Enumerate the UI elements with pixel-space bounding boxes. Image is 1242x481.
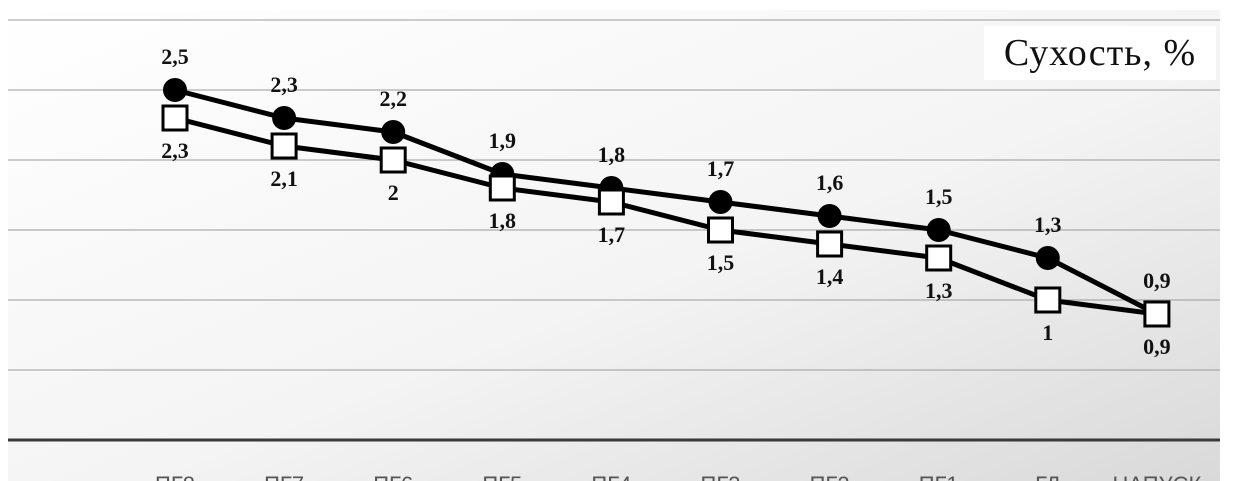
data-label: 1,7 — [598, 222, 626, 247]
x-tick-label: ПГ5 — [482, 472, 522, 481]
data-point-square — [925, 244, 953, 272]
data-label: 1,4 — [816, 264, 844, 289]
data-point-circle — [163, 78, 187, 102]
data-label: 1 — [1042, 320, 1053, 345]
x-tick-label: ПГ2 — [810, 472, 850, 481]
data-point-square — [379, 146, 407, 174]
data-point-circle — [381, 120, 406, 144]
gridlines — [8, 19, 1220, 371]
x-tick-label: ПГ7 — [264, 472, 304, 481]
x-tick-label: НАПУСК — [1112, 472, 1201, 481]
data-label: 2,3 — [270, 72, 298, 97]
data-label: 1,9 — [489, 128, 517, 153]
data-point-square — [488, 174, 516, 202]
data-label: 1,3 — [925, 278, 953, 303]
x-tick-label: ПГ3 — [701, 472, 741, 481]
data-label: 1,5 — [925, 184, 953, 209]
data-label: 1,3 — [1034, 212, 1062, 237]
x-tick-labels: ПГ8 ПГ7 ПГ6 ПГ5 ПГ4 ПГ3 ПГ2 ПГ1 ГД НАПУСК — [155, 472, 1201, 481]
data-point-square — [270, 132, 298, 160]
data-point-circle — [817, 204, 842, 228]
plot-background — [8, 10, 1220, 481]
x-tick-label: ПГ4 — [591, 472, 631, 481]
data-label: 1,8 — [489, 208, 517, 233]
data-label: 1,8 — [598, 142, 626, 167]
data-point-square — [707, 216, 734, 244]
data-label: 1,5 — [707, 250, 735, 275]
x-tick-label: ГД — [1035, 472, 1060, 481]
data-labels: 2,5 2,3 2,2 1,9 1,8 1,7 1,6 1,5 1,3 0,9 2,3 2,1 2 1,8… — [161, 44, 1170, 359]
data-label: 1,6 — [816, 170, 844, 195]
data-label: 0,9 — [1143, 334, 1171, 359]
data-label: 2,3 — [161, 138, 189, 163]
x-tick-label: ПГ6 — [373, 472, 413, 481]
data-point-square — [1143, 300, 1171, 328]
series-group — [161, 78, 1171, 328]
data-point-square — [161, 104, 189, 132]
data-label: 2,5 — [161, 44, 189, 69]
data-label: 2 — [388, 180, 399, 205]
data-point-square — [816, 230, 844, 258]
data-label: 1,7 — [707, 156, 735, 181]
data-point-circle — [708, 190, 733, 214]
data-point-circle — [272, 106, 297, 130]
x-tick-label: ПГ8 — [155, 472, 195, 481]
data-point-circle — [926, 218, 951, 242]
data-point-square — [1034, 286, 1062, 314]
data-label: 0,9 — [1143, 268, 1171, 293]
data-point-square — [597, 188, 625, 216]
series-line-1 — [174, 87, 1159, 317]
series-line-2 — [174, 115, 1158, 317]
data-label: 2,1 — [270, 166, 298, 191]
x-tick-label: ПГ1 — [919, 472, 959, 481]
chart-title: Сухость, % — [984, 26, 1216, 80]
data-label: 2,2 — [379, 86, 407, 111]
data-point-circle — [1035, 246, 1060, 270]
